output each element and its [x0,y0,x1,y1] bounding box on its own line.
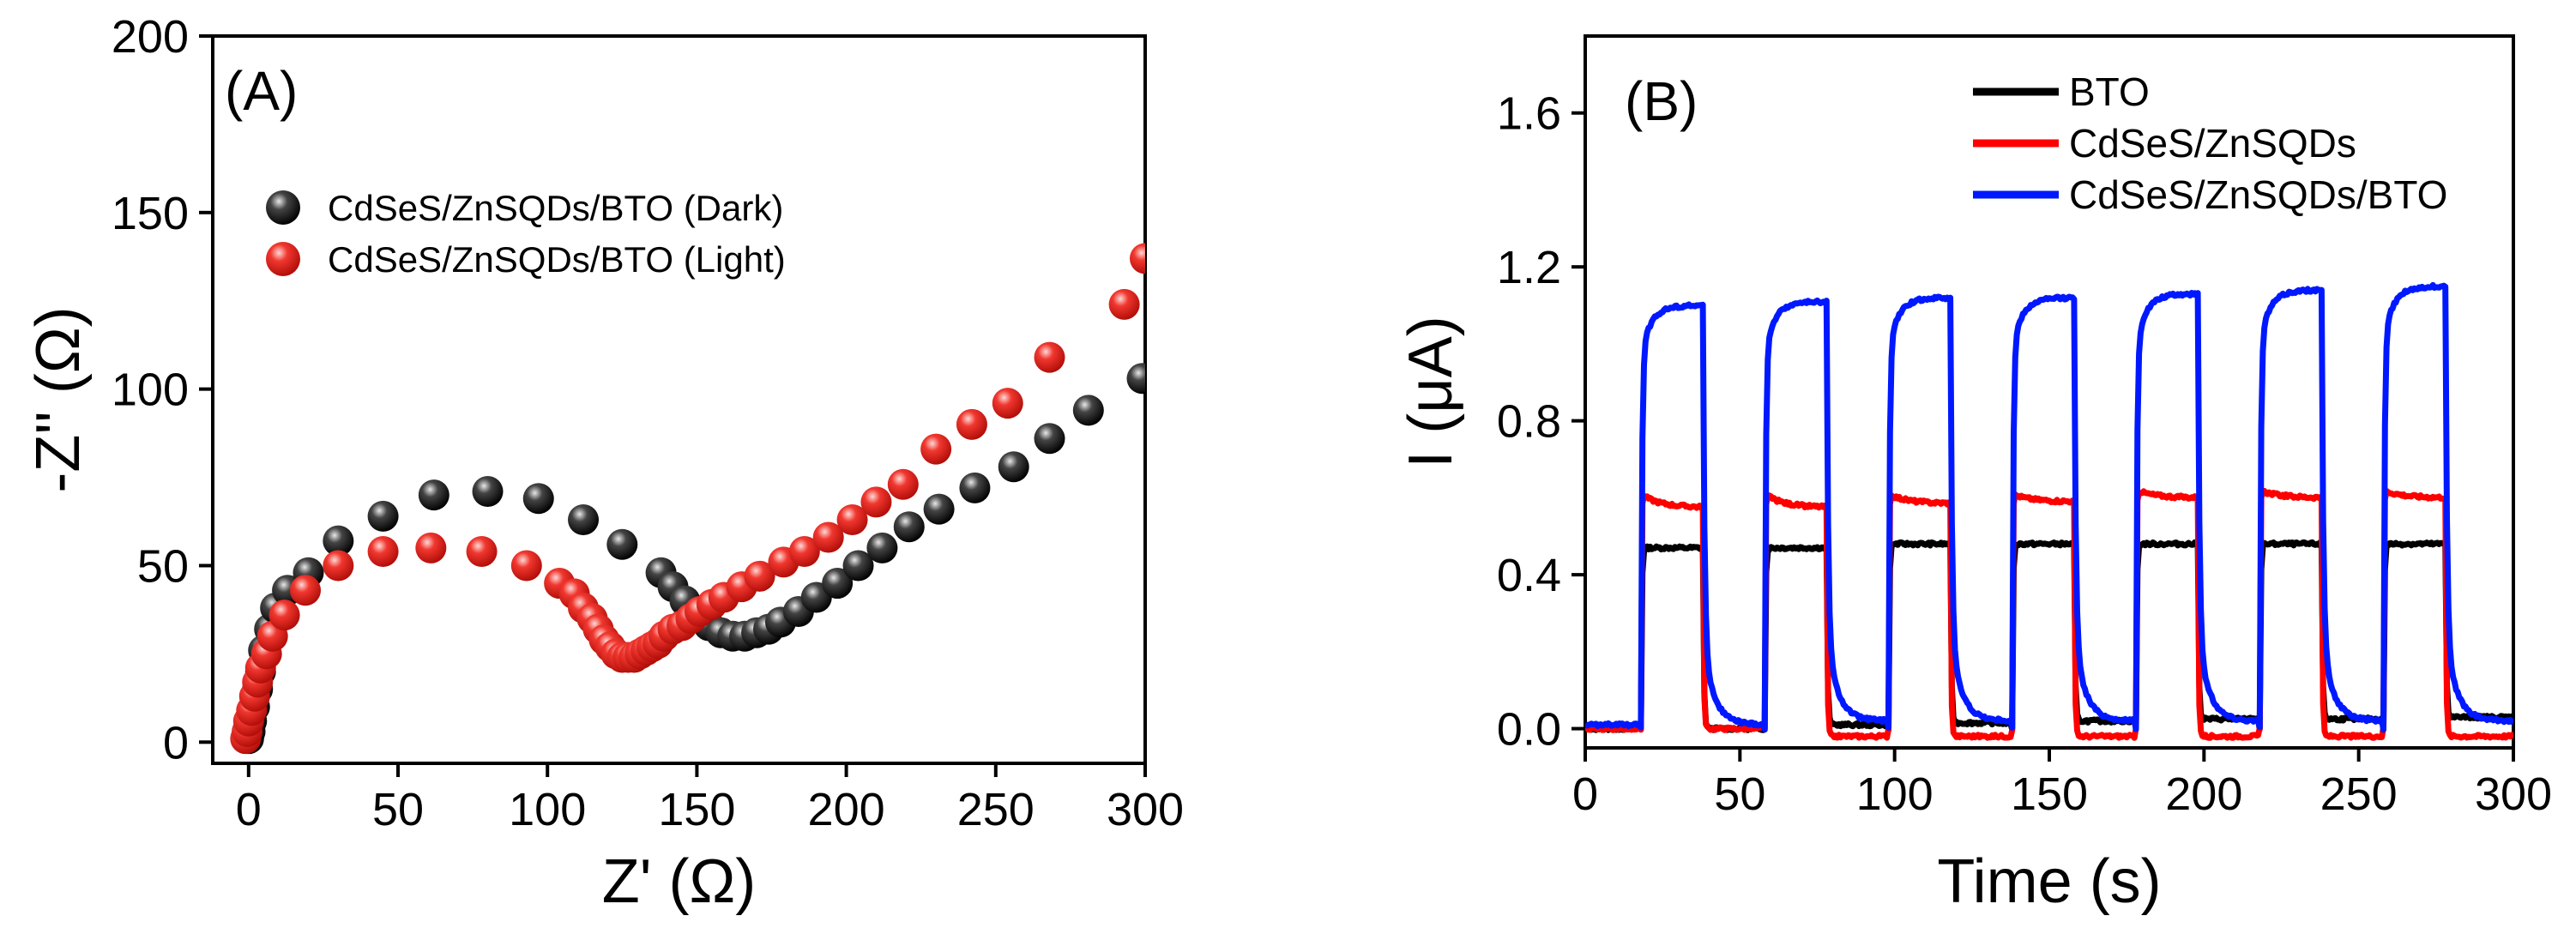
y-tick-label-a: 200 [112,11,189,63]
legend-b: BTO CdSeS/ZnSQDs CdSeS/ZnSQDs/BTO [1973,69,2447,217]
data-point [744,560,775,592]
data-point [606,528,638,560]
data-point [466,536,498,568]
y-tick-label-b: 1.6 [1497,88,1561,140]
data-point [1072,395,1104,426]
data-point [923,493,955,525]
series-line-b-0 [1585,539,2513,733]
y-tick-label-a: 150 [112,188,189,239]
y-tick-label-a: 100 [112,365,189,416]
data-point [268,600,300,631]
series-a-1 [230,243,1145,755]
data-point [812,521,844,553]
legend-label-b: CdSeS/ZnSQDs/BTO [2069,172,2447,217]
y-axis-label-a: -Z'' (Ω) [24,306,93,492]
y-tick-label-b: 0.8 [1497,396,1561,448]
panel-a: 0 50 100 150 200 250 300 0 50 100 150 200 Z' (Ω) -Z''… [24,11,1184,916]
data-point [1034,423,1065,455]
data-point [367,536,399,568]
x-tick-label-b: 0 [1572,768,1598,820]
x-tick-label-a: 150 [658,784,735,835]
data-point [1126,363,1145,395]
x-tick-label-a: 0 [236,784,262,835]
y-tick-label-b: 0.4 [1497,550,1561,601]
plot-frame-a [211,34,1147,765]
data-point [887,468,919,500]
legend-marker-a [266,242,300,276]
legend-marker-a [266,190,300,225]
y-tick-label-a: 50 [137,540,189,592]
x-axis-label-b: Time (s) [1937,847,2161,916]
data-point [290,575,322,606]
panel-label-b: (B) [1625,70,1698,132]
data-point [998,451,1029,483]
x-tick-label-b: 150 [2011,768,2088,820]
data-point [822,568,854,600]
series-line-b-1 [1585,487,2513,741]
data-point [959,472,991,503]
x-axis-label-a: Z' (Ω) [602,847,757,916]
x-tick-label-a: 200 [808,784,885,835]
panel-b: 0 50 100 150 200 250 300 0.0 0.4 0.8 1.2 1.6 Time (s… [1397,34,2552,916]
x-tick-label-b: 50 [1714,768,1765,820]
series-line-b-2 [1585,281,2513,733]
data-point [1034,341,1065,373]
data-point [510,550,542,581]
legend-a: CdSeS/ZnSQDs/BTO (Dark) CdSeS/ZnSQDs/BTO … [266,188,786,280]
x-tick-label-b: 300 [2475,768,2552,820]
data-point [920,433,952,465]
x-tick-label-a: 250 [957,784,1035,835]
data-point [893,511,925,543]
data-point [836,503,868,535]
legend-label-b: CdSeS/ZnSQDs [2069,121,2356,166]
y-axis-label-b: I (μA) [1397,316,1465,467]
x-tick-label-a: 50 [372,784,424,835]
data-point [568,503,600,535]
data-point [418,479,449,511]
data-point [860,486,892,518]
data-point [522,483,554,515]
x-tick-label-a: 300 [1107,784,1184,835]
y-tick-label-a: 0 [163,717,189,768]
data-point [1108,288,1140,320]
x-tick-label-b: 100 [1856,768,1934,820]
legend-label-a: CdSeS/ZnSQDs/BTO (Dark) [328,188,783,228]
data-point [992,388,1023,419]
y-tick-label-b: 1.2 [1497,242,1561,293]
data-point [788,536,820,568]
data-point [323,550,354,581]
legend-label-b: BTO [2069,69,2150,114]
data-point [956,408,987,440]
x-tick-label-b: 200 [2165,768,2242,820]
x-tick-label-b: 250 [2320,768,2398,820]
x-tick-label-a: 100 [509,784,586,835]
data-points-a [230,243,1145,755]
legend-label-a: CdSeS/ZnSQDs/BTO (Light) [328,239,786,280]
data-point [866,532,898,563]
data-point [323,525,354,557]
data-lines-b [1585,281,2513,741]
y-tick-label-b: 0.0 [1497,704,1561,756]
data-point [472,476,504,508]
data-point [415,532,447,563]
data-point [842,550,874,581]
panel-label-a: (A) [225,60,298,122]
data-point [1130,243,1145,274]
data-point [367,500,399,532]
